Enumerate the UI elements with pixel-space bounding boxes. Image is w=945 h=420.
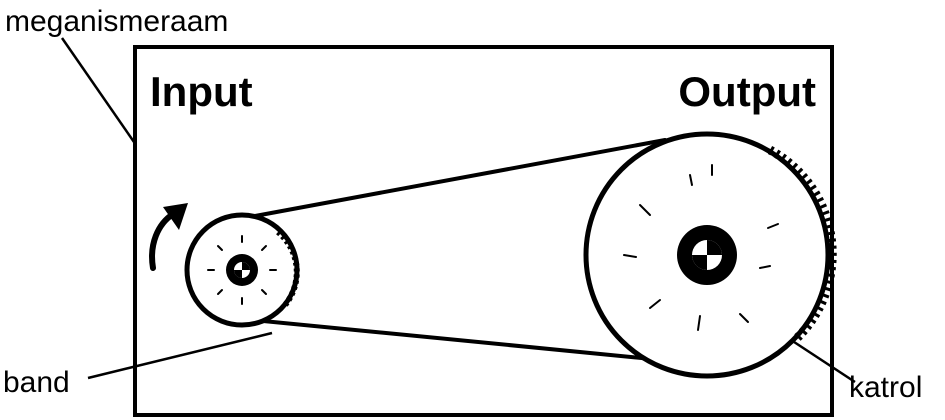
mechanism-label: meganismeraam [5,5,228,38]
mechanism-leader-line [60,37,136,143]
output-pulley-spokes [623,164,779,331]
belt-label: band [3,366,70,399]
mechanism-frame [133,45,834,417]
output-label: Output [678,68,816,115]
input-pulley [184,212,300,328]
pulley-leader-line [787,336,856,384]
belt [210,138,667,362]
output-pulley [583,131,837,379]
pulley-label: katrol [849,371,922,404]
input-pulley-spokes [207,235,277,305]
input-label: Input [150,68,253,115]
rotation-arrow-icon [149,203,188,271]
belt-leader-line [87,331,273,380]
